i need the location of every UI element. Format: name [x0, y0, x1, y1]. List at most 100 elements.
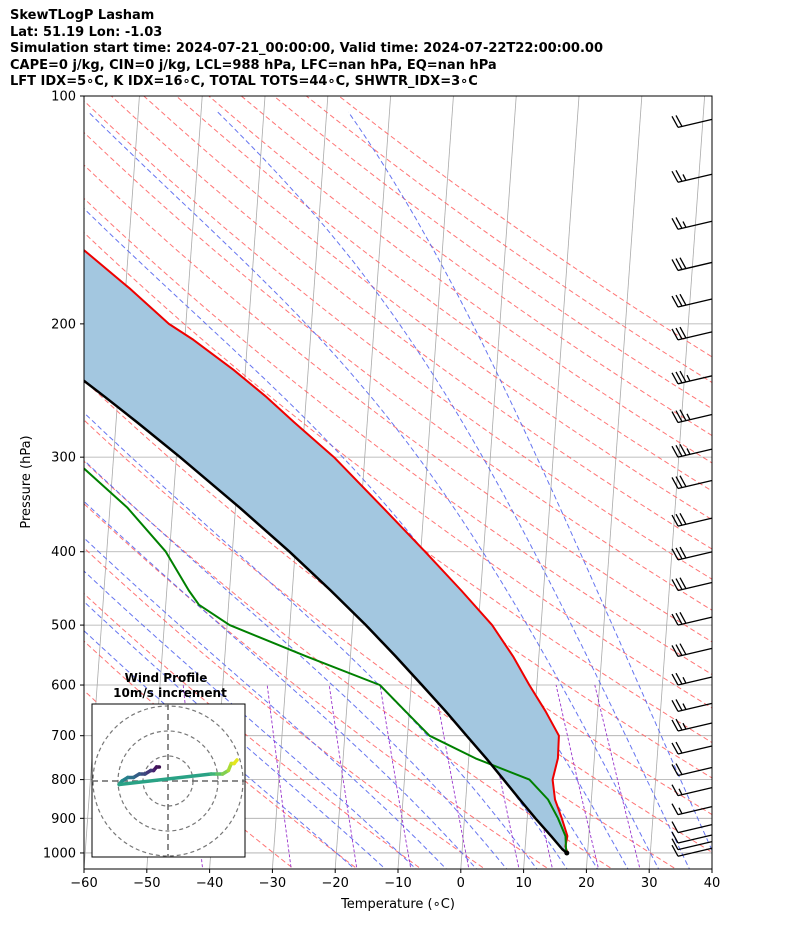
- barb-flag: [679, 512, 687, 525]
- chart-title: SkewTLogP Lasham: [10, 8, 155, 23]
- barb-flag: [671, 831, 679, 844]
- barb-flag: [675, 476, 683, 488]
- barb-staff: [677, 676, 713, 686]
- barb-flag: [679, 577, 687, 589]
- wind-barb: [671, 643, 713, 658]
- x-tick-label: −60: [70, 876, 97, 891]
- barb-staff: [677, 722, 713, 732]
- barb-flag: [675, 258, 683, 270]
- wind-barb: [671, 512, 713, 527]
- isotherm-line: [585, 96, 643, 869]
- mixing-ratio-line: [594, 684, 641, 869]
- barb-flag: [671, 742, 679, 755]
- barb-staff: [677, 616, 713, 626]
- barb-flag: [671, 295, 679, 308]
- isotherm-line: [648, 96, 706, 869]
- barb-staff: [677, 375, 713, 385]
- dry-adiabat-line: [143, 96, 712, 521]
- barb-staff: [677, 647, 713, 658]
- moist-adiabat-line: [84, 630, 356, 869]
- stability-params-line: CAPE=0 j/kg, CIN=0 j/kg, LCL=988 hPa, LF…: [10, 57, 497, 73]
- barb-staff: [677, 261, 713, 272]
- barb-flag: [675, 672, 683, 685]
- x-tick-label: 30: [641, 876, 658, 891]
- barb-flag: [671, 803, 679, 815]
- hodograph-inset: Wind Profile 10m/s increment: [91, 671, 246, 858]
- dry-adiabat-line: [84, 640, 359, 869]
- chart-header: SkewTLogP Lasham Lat: 51.19 Lon: -1.03 S…: [10, 8, 603, 91]
- mixing-ratio-line: [555, 684, 600, 869]
- barb-flag: [675, 217, 683, 229]
- isotherm-line: [334, 96, 392, 869]
- y-tick-label: 500: [51, 619, 76, 634]
- barb-flag: [675, 547, 683, 560]
- barb-flag: [671, 259, 679, 271]
- barb-flag: [675, 763, 683, 775]
- wind-barb: [671, 672, 713, 686]
- barb-flag: [675, 718, 683, 731]
- barb-flag: [675, 170, 683, 182]
- wind-barb: [671, 718, 713, 732]
- barb-half-flag: [682, 703, 687, 710]
- dry-adiabat-line: [84, 100, 712, 580]
- barb-half-flag: [682, 722, 687, 730]
- y-tick-label: 700: [51, 729, 76, 744]
- isotherm-line: [775, 79, 794, 872]
- wind-barb: [671, 838, 713, 851]
- barb-half-flag: [682, 676, 687, 684]
- dewpoint-line: [84, 467, 568, 854]
- barb-flag: [679, 643, 687, 655]
- barb-flag: [675, 327, 683, 340]
- barb-flag: [671, 700, 679, 712]
- barb-flag: [671, 784, 679, 796]
- barb-staff: [677, 413, 713, 424]
- y-tick-label: 100: [51, 90, 76, 105]
- moist-adiabat-line: [84, 570, 417, 869]
- isotherm-line: [397, 96, 454, 869]
- barb-flag: [671, 764, 679, 776]
- barb-flag: [671, 445, 679, 458]
- barb-flag: [675, 699, 683, 711]
- barb-flag: [675, 612, 683, 625]
- x-tick-label: 20: [578, 876, 595, 891]
- barb-flag: [679, 326, 687, 339]
- isotherm-line: [711, 863, 712, 869]
- barb-half-flag: [682, 221, 687, 228]
- profiles: [84, 248, 570, 856]
- isotherm-line: [0, 79, 15, 872]
- dry-adiabat-line: [84, 303, 712, 779]
- barb-flag: [675, 741, 683, 754]
- indices-line: LFT IDX=5∘C, K IDX=16∘C, TOTAL TOTS=44∘C…: [10, 74, 478, 89]
- barb-flag: [671, 514, 679, 527]
- barb-flag: [675, 371, 683, 384]
- dry-adiabat-line: [84, 547, 486, 869]
- parcel-origin-dot: [564, 850, 570, 856]
- barb-half-flag: [686, 413, 691, 421]
- temperature-line: [84, 248, 569, 854]
- barb-half-flag: [686, 448, 691, 455]
- barb-flag: [671, 673, 679, 686]
- dry-adiabat-line: [84, 592, 423, 869]
- y-tick-label: 400: [51, 545, 76, 560]
- barb-staff: [677, 841, 713, 851]
- barb-staff: [677, 220, 713, 230]
- barb-staff: [677, 298, 713, 308]
- barb-flag: [671, 579, 679, 591]
- wind-barb: [671, 546, 713, 561]
- dry-adiabat-line: [84, 419, 677, 869]
- wind-barb: [671, 831, 713, 844]
- hodograph-plot: [92, 704, 245, 857]
- x-tick-label: 40: [704, 876, 721, 891]
- barb-staff: [677, 745, 713, 755]
- wind-barbs: [671, 115, 713, 857]
- mixing-ratio-line: [434, 684, 470, 869]
- barb-flag: [675, 294, 683, 307]
- barb-flag: [679, 546, 687, 559]
- x-tick-label: −50: [133, 876, 160, 891]
- y-tick-label: 800: [51, 773, 76, 788]
- y-tick-label: 900: [51, 812, 76, 827]
- barb-flag: [679, 409, 687, 422]
- barb-flag: [671, 548, 679, 561]
- moist-adiabat-line: [347, 111, 712, 852]
- barb-staff: [677, 806, 713, 816]
